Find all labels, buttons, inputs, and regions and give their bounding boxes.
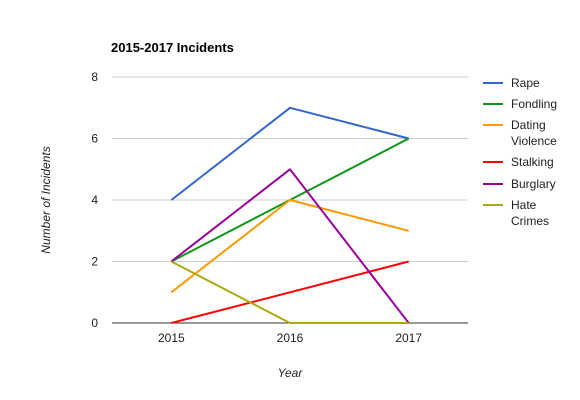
y-axis-ticks: 0 2 4 6 8 [91,70,98,330]
y-tick-label: 6 [91,132,98,146]
y-axis-label: Number of Incidents [39,146,53,253]
legend-label: Stalking [511,155,554,169]
y-tick-label: 8 [91,70,98,84]
x-axis-ticks: 2015 2016 2017 [158,331,422,345]
series-lines [170,106,410,324]
chart-title: 2015-2017 Incidents [111,40,234,55]
x-tick-label: 2017 [395,331,422,345]
series-line-dating-violence [170,199,409,294]
legend-label: Rape [511,76,540,90]
legend-label: Fondling [511,97,557,111]
legend-label: Hate [511,198,537,212]
legend-label: Violence [511,134,557,148]
legend: Rape Fondling Dating Violence Stalking Burgla… [483,76,557,228]
series-line-burglary [170,168,410,324]
series-line-stalking [171,260,409,324]
series-line-rape [170,106,409,201]
y-tick-label: 2 [91,255,98,269]
y-tick-label: 0 [91,316,98,330]
y-tick-label: 4 [91,193,98,207]
legend-label: Dating [511,118,546,132]
legend-label: Crimes [511,214,549,228]
legend-label: Burglary [511,177,556,191]
x-axis-label: Year [278,366,304,380]
x-tick-label: 2016 [277,331,304,345]
series-line-hate-crimes [170,260,409,324]
x-tick-label: 2015 [158,331,185,345]
